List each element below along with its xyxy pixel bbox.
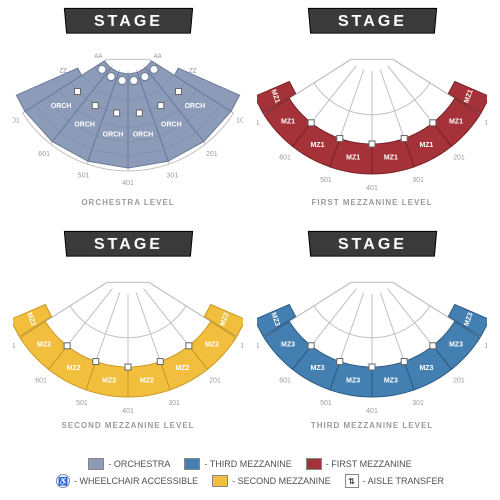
legend: - ORCHESTRA - THIRD MEZZANINE - FIRST MEZZ… <box>8 454 492 492</box>
seating-chart-grid: STAGEORCHORCHORCHORCHORCHORCHAAAAZZZZWW1… <box>8 8 492 492</box>
svg-text:MZ1: MZ1 <box>384 154 398 161</box>
legend-item: ⇅ - AISLE TRANSFER <box>345 474 444 488</box>
svg-text:MZ1: MZ1 <box>346 154 360 161</box>
panel-mezz1: STAGEMZ1MZ1MZ1MZ1MZ1MZ1MZ1MZ110120130140… <box>252 8 492 227</box>
svg-text:201: 201 <box>453 378 465 385</box>
svg-text:301: 301 <box>412 400 424 407</box>
seating-fan: ORCHORCHORCHORCHORCHORCHAAAAZZZZWW101201… <box>13 36 243 196</box>
legend-item: - SECOND MEZZANINE <box>212 474 331 488</box>
svg-text:101: 101 <box>236 117 243 124</box>
legend-swatch <box>306 458 322 470</box>
svg-text:MZ1: MZ1 <box>449 118 463 125</box>
svg-text:MZ2: MZ2 <box>67 365 81 372</box>
svg-text:201: 201 <box>209 378 221 385</box>
svg-text:101: 101 <box>484 120 487 127</box>
svg-text:MZ3: MZ3 <box>311 365 325 372</box>
svg-text:401: 401 <box>366 185 378 192</box>
svg-text:501: 501 <box>76 400 88 407</box>
panel-caption: ORCHESTRA LEVEL <box>81 198 174 207</box>
svg-text:MZ2: MZ2 <box>37 341 51 348</box>
legend-text: - WHEELCHAIR ACCESSIBLE <box>74 476 198 486</box>
svg-text:401: 401 <box>122 180 134 187</box>
stage-label: STAGE <box>63 231 192 257</box>
wheelchair-icon: ♿ <box>56 474 70 488</box>
panel-mezz3: STAGEMZ3MZ3MZ3MZ3MZ3MZ3MZ3MZ310120130140… <box>252 231 492 450</box>
legend-item: - ORCHESTRA <box>88 458 170 470</box>
svg-text:MZ3: MZ3 <box>449 341 463 348</box>
legend-text: - AISLE TRANSFER <box>363 476 444 486</box>
svg-text:201: 201 <box>453 155 465 162</box>
panel-orchestra: STAGEORCHORCHORCHORCHORCHORCHAAAAZZZZWW1… <box>8 8 248 227</box>
svg-text:401: 401 <box>366 408 378 415</box>
svg-text:501: 501 <box>78 172 90 179</box>
legend-item: ♿ - WHEELCHAIR ACCESSIBLE <box>56 474 198 488</box>
svg-text:101: 101 <box>484 343 487 350</box>
legend-text: - THIRD MEZZANINE <box>204 459 291 469</box>
seating-fan: MZ3MZ3MZ3MZ3MZ3MZ3MZ3MZ31012013014015016… <box>257 259 487 419</box>
svg-text:401: 401 <box>122 408 134 415</box>
svg-text:101: 101 <box>240 343 243 350</box>
svg-text:701: 701 <box>13 117 20 124</box>
svg-text:601: 601 <box>279 155 291 162</box>
svg-text:301: 301 <box>167 172 179 179</box>
stage-label: STAGE <box>307 8 436 34</box>
legend-item: - THIRD MEZZANINE <box>184 458 291 470</box>
svg-text:ORCH: ORCH <box>51 103 72 110</box>
svg-text:MZ3: MZ3 <box>281 341 295 348</box>
legend-text: - SECOND MEZZANINE <box>232 476 331 486</box>
svg-text:601: 601 <box>35 378 47 385</box>
svg-text:ZZ: ZZ <box>189 68 197 74</box>
aisle-transfer-icon: ⇅ <box>345 474 359 488</box>
panel-caption: FIRST MEZZANINE LEVEL <box>312 198 433 207</box>
svg-text:AA: AA <box>94 54 102 60</box>
svg-text:701: 701 <box>257 343 260 350</box>
svg-text:701: 701 <box>13 343 16 350</box>
panel-mezz2: STAGEMZ2MZ2MZ2MZ2MZ2MZ2MZ2MZ210120130140… <box>8 231 248 450</box>
svg-text:MZ2: MZ2 <box>205 341 219 348</box>
svg-text:MZ2: MZ2 <box>175 365 189 372</box>
svg-text:ORCH: ORCH <box>103 132 124 139</box>
stage-label: STAGE <box>63 8 192 34</box>
panel-caption: SECOND MEZZANINE LEVEL <box>61 421 194 430</box>
legend-item: - FIRST MEZZANINE <box>306 458 412 470</box>
legend-swatch <box>184 458 200 470</box>
svg-text:201: 201 <box>206 151 218 158</box>
legend-text: - ORCHESTRA <box>108 459 170 469</box>
svg-text:701: 701 <box>257 120 260 127</box>
svg-text:501: 501 <box>320 177 332 184</box>
svg-text:MZ2: MZ2 <box>140 377 154 384</box>
seating-fan: MZ1MZ1MZ1MZ1MZ1MZ1MZ1MZ11012013014015016… <box>257 36 487 196</box>
seating-fan: MZ2MZ2MZ2MZ2MZ2MZ2MZ2MZ21012013014015016… <box>13 259 243 419</box>
legend-swatch <box>88 458 104 470</box>
svg-text:301: 301 <box>168 400 180 407</box>
svg-text:ORCH: ORCH <box>185 103 206 110</box>
svg-text:ORCH: ORCH <box>161 122 182 129</box>
stage-label: STAGE <box>307 231 436 257</box>
svg-text:MZ3: MZ3 <box>346 377 360 384</box>
svg-text:301: 301 <box>412 177 424 184</box>
svg-text:AA: AA <box>154 54 162 60</box>
legend-text: - FIRST MEZZANINE <box>326 459 412 469</box>
svg-text:ORCH: ORCH <box>133 132 154 139</box>
svg-text:MZ1: MZ1 <box>419 142 433 149</box>
svg-text:601: 601 <box>279 378 291 385</box>
svg-text:MZ1: MZ1 <box>311 142 325 149</box>
svg-text:MZ2: MZ2 <box>102 377 116 384</box>
svg-text:MZ1: MZ1 <box>281 118 295 125</box>
svg-text:MZ3: MZ3 <box>384 377 398 384</box>
svg-text:ORCH: ORCH <box>74 122 95 129</box>
legend-swatch <box>212 475 228 487</box>
svg-text:601: 601 <box>38 151 50 158</box>
svg-text:ZZ: ZZ <box>59 68 67 74</box>
svg-text:501: 501 <box>320 400 332 407</box>
svg-text:MZ3: MZ3 <box>419 365 433 372</box>
panel-caption: THIRD MEZZANINE LEVEL <box>311 421 433 430</box>
